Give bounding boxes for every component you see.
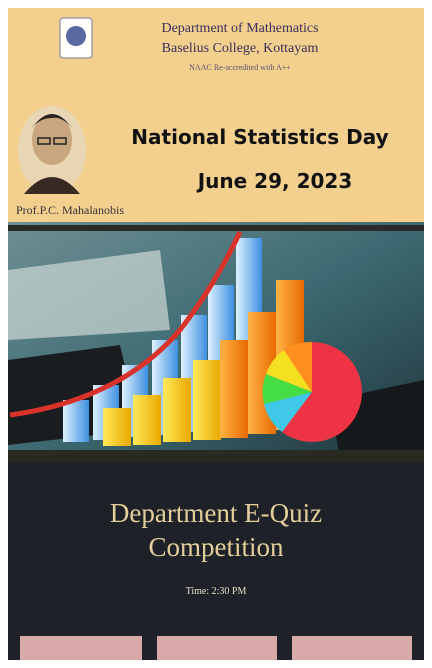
event-title: National Statistics Day	[131, 125, 388, 149]
quiz-title-line-1: Department E-Quiz	[110, 498, 322, 528]
chart-photo	[8, 222, 424, 462]
portrait-caption: Prof.P.C. Mahalanobis	[16, 203, 124, 217]
info-box	[20, 636, 142, 660]
info-box	[292, 636, 412, 660]
portrait	[18, 106, 86, 194]
quiz-time: Time: 2:30 PM	[186, 586, 247, 597]
poster: Department of Mathematics Baselius Colle…	[0, 0, 432, 668]
accreditation: NAAC Re-accredited with A++	[189, 63, 291, 72]
event-date: June 29, 2023	[196, 169, 353, 193]
college: Baselius College, Kottayam	[162, 41, 319, 56]
page: Department of Mathematics Baselius Colle…	[0, 0, 432, 668]
info-box	[157, 636, 277, 660]
department: Department of Mathematics	[161, 21, 318, 36]
logo-emblem	[66, 26, 86, 46]
quiz-title-line-2: Competition	[149, 532, 285, 562]
